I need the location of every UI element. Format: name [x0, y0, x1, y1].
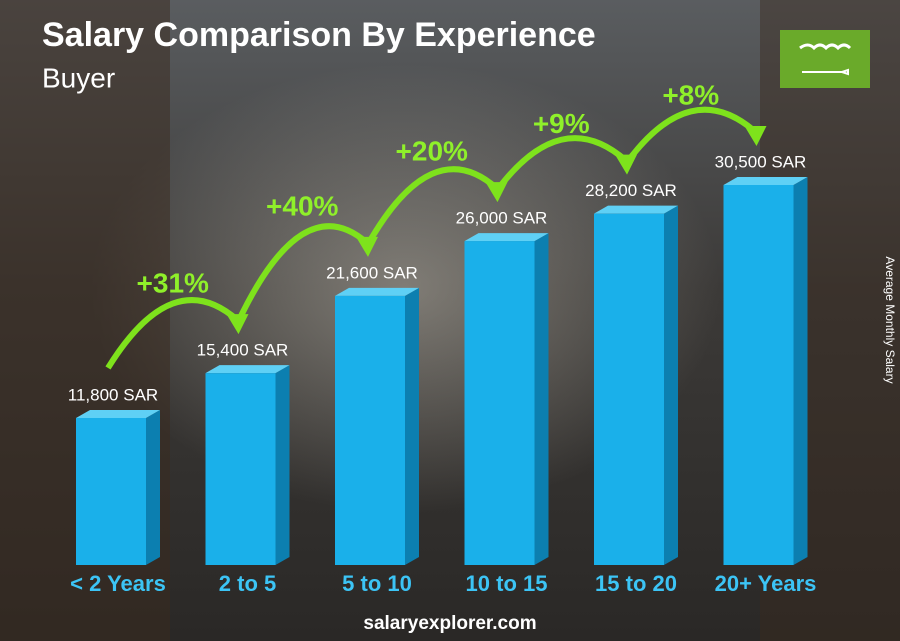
bar-top	[335, 287, 419, 296]
x-tick-label: 2 to 5	[219, 571, 276, 596]
change-label: +20%	[396, 135, 468, 166]
x-tick-label: 5 to 10	[342, 571, 412, 596]
change-arrow	[623, 106, 758, 166]
value-label: 26,000 SAR	[456, 209, 548, 228]
bar	[205, 373, 276, 565]
change-arrow	[234, 223, 369, 325]
value-label: 21,600 SAR	[326, 263, 418, 282]
bar	[76, 417, 146, 565]
bar-side	[275, 365, 290, 565]
chart-title: Salary Comparison By Experience	[42, 16, 596, 54]
value-label: 28,200 SAR	[585, 181, 677, 200]
change-arrow	[364, 166, 499, 248]
x-tick-label: 15 to 20	[595, 571, 677, 596]
footer: salaryexplorer.com	[363, 613, 536, 634]
flag-sword	[802, 68, 849, 76]
change-label: +8%	[662, 79, 719, 110]
change-label: +31%	[137, 268, 209, 299]
bar	[723, 185, 794, 565]
bar	[594, 213, 664, 565]
chart-subtitle: Buyer	[42, 62, 115, 93]
bar	[335, 295, 405, 565]
bar-side	[146, 409, 160, 565]
value-label: 15,400 SAR	[197, 341, 289, 360]
flag-script	[799, 43, 852, 51]
bar-top	[723, 177, 808, 185]
bar-top	[205, 365, 290, 374]
x-tick-label: < 2 Years	[70, 571, 166, 596]
bar-top	[594, 205, 678, 214]
change-label: +9%	[533, 108, 590, 139]
change-label: +40%	[266, 190, 338, 221]
change-arrow-head	[744, 126, 767, 146]
change-arrow	[494, 135, 628, 193]
bar-top	[76, 409, 160, 418]
bar-side	[534, 233, 549, 566]
y-axis-label: Average Monthly Salary	[883, 256, 897, 383]
bar-top	[464, 233, 549, 242]
change-arrow-head	[226, 314, 249, 335]
change-arrow	[105, 297, 240, 370]
value-label: 30,500 SAR	[715, 152, 807, 171]
flag	[780, 30, 870, 88]
bar-side	[664, 205, 678, 565]
bar-side	[405, 287, 419, 565]
x-tick-label: 10 to 15	[466, 571, 548, 596]
value-label: 11,800 SAR	[68, 385, 158, 404]
bar-side	[793, 177, 808, 565]
bar	[464, 241, 535, 566]
x-tick-label: 20+ Years	[715, 571, 817, 596]
